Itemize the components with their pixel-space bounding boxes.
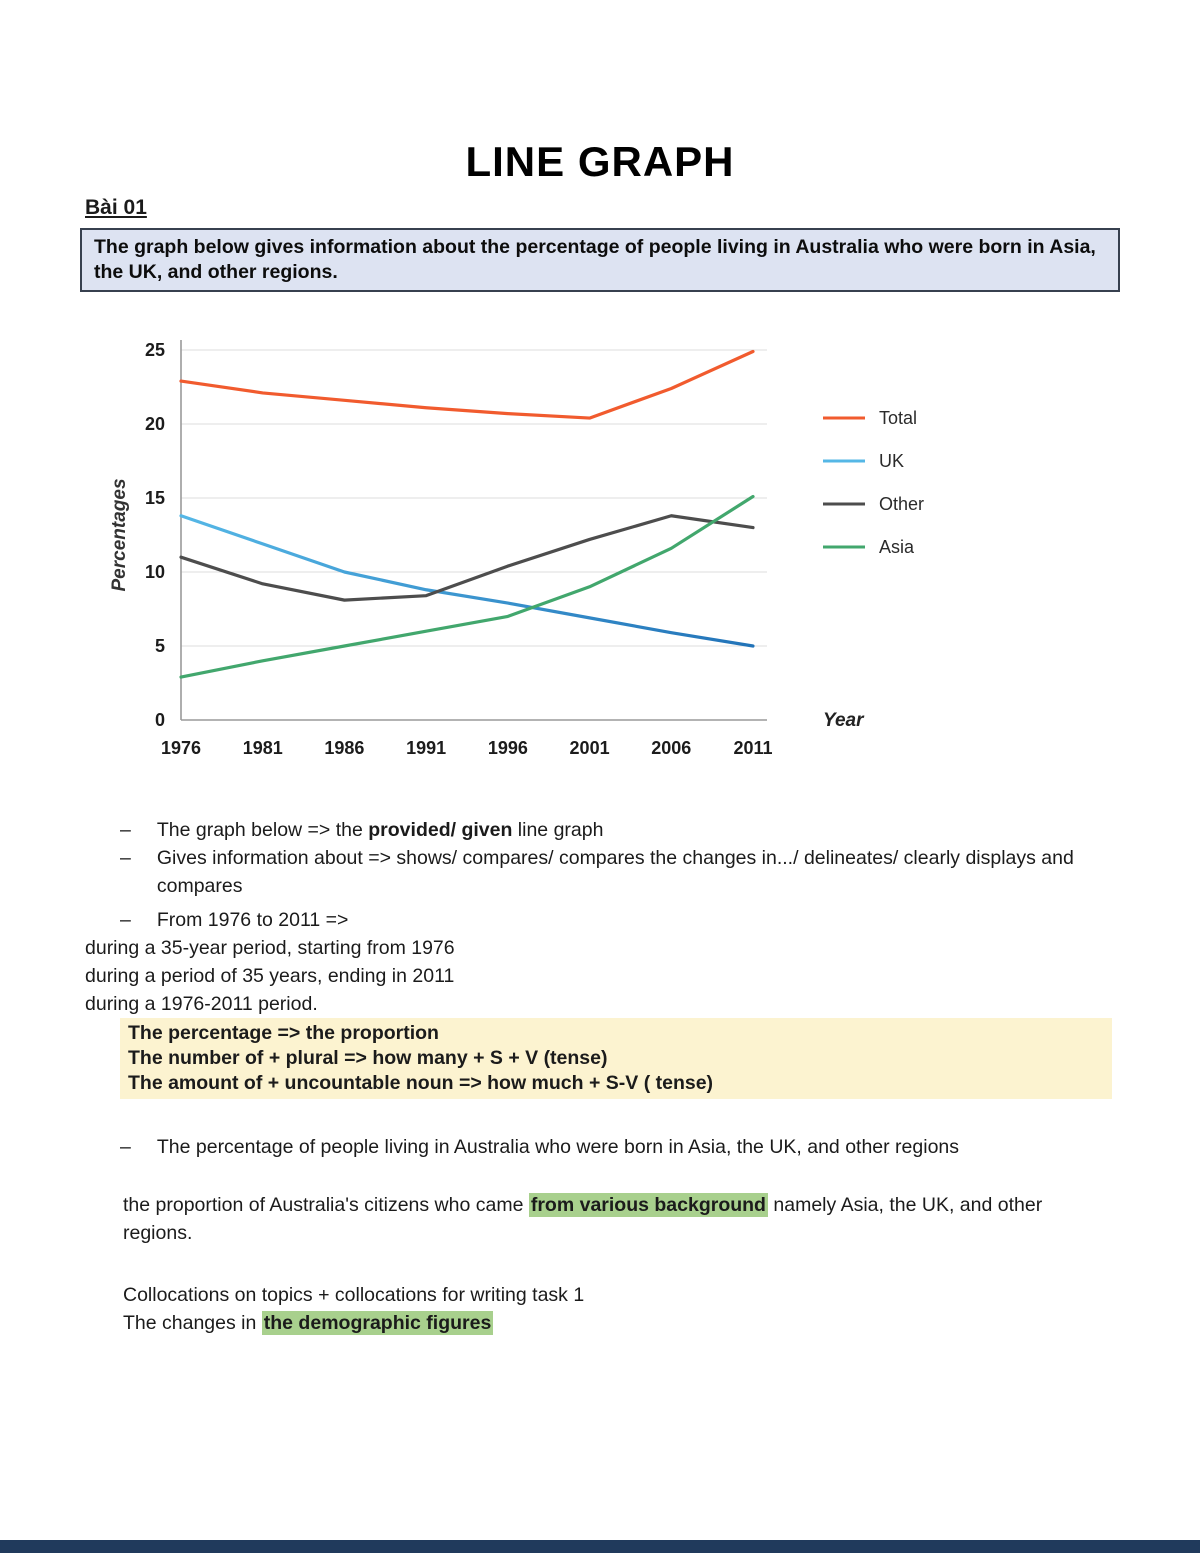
y-tick-label: 0	[155, 710, 165, 730]
series-line-total	[179, 349, 755, 420]
legend-label-total: Total	[879, 408, 917, 428]
task-prompt-text: The graph below gives information about …	[94, 236, 1096, 283]
y-tick-label: 10	[145, 562, 165, 582]
x-tick-label: 2011	[733, 738, 772, 758]
series-line-asia	[179, 494, 755, 679]
note-bullet-percentage-people: – The percentage of people living in Aus…	[120, 1133, 1115, 1161]
note-bullet-graph-below: – The graph below => the provided/ given…	[120, 816, 1115, 844]
y-tick-label: 15	[145, 488, 165, 508]
note-bullet-text: Gives information about => shows/ compar…	[157, 844, 1115, 900]
note-bullet-text: From 1976 to 2011 =>	[157, 906, 349, 934]
changes-line: The changes in the demographic figures	[123, 1309, 1115, 1337]
paraphrase-paragraph: the proportion of Australia's citizens w…	[123, 1191, 1115, 1247]
line-chart-svg: 0 5 10 15 20 25 1976 1981 1986 1991 1996 2001 2006 20…	[109, 340, 924, 758]
bullet-dash: –	[120, 819, 131, 841]
x-tick-label: 2006	[651, 738, 691, 758]
highlighted-phrase: from various background	[528, 1193, 768, 1217]
grammar-line-number-of: The number of + plural => how many + S +…	[128, 1047, 608, 1069]
task-prompt-box: The graph below gives information about …	[80, 228, 1120, 292]
x-tick-label: 1996	[488, 738, 528, 758]
note-bullet-text: The percentage of people living in Austr…	[157, 1133, 959, 1161]
legend-label-other: Other	[879, 494, 924, 514]
grammar-line-amount-of: The amount of + uncountable noun => how …	[128, 1072, 714, 1094]
during-line-1: during a 35-year period, starting from 1…	[85, 937, 455, 959]
legend-label-asia: Asia	[879, 537, 915, 557]
line-chart-figure: 0 5 10 15 20 25 1976 1981 1986 1991 1996 2001 2006 20…	[103, 322, 1008, 794]
highlighted-phrase: the demographic figures	[261, 1311, 494, 1335]
note-bullet-text: The graph below => the provided/ given l…	[157, 816, 604, 844]
y-axis-title: Percentages	[109, 478, 130, 591]
legend-label-uk: UK	[879, 451, 904, 471]
x-tick-label: 1976	[161, 738, 201, 758]
series-line-uk	[179, 514, 755, 648]
lesson-label: Bài 01	[85, 196, 147, 219]
text-run: The percentage of people living in Austr…	[156, 1136, 960, 1158]
text-run: the proportion of Australia's citizens w…	[123, 1194, 529, 1216]
text-run: namely Asia, the UK, and other regions.	[123, 1194, 1043, 1244]
x-tick-label: 2001	[570, 738, 610, 758]
grammar-highlight-box: The percentage => the proportion The num…	[120, 1018, 1112, 1099]
during-line-3: during a 1976-2011 period.	[85, 993, 318, 1015]
text-run: The changes in	[123, 1312, 262, 1334]
bullet-dash: –	[120, 847, 131, 869]
text-run: The graph below => the	[156, 819, 369, 841]
series-line-other	[179, 514, 755, 602]
text-run: From 1976 to 2011 =>	[156, 909, 349, 931]
collocations-line: Collocations on topics + collocations fo…	[123, 1284, 585, 1306]
during-line-2: during a period of 35 years, ending in 2…	[85, 965, 455, 987]
bullet-dash: –	[120, 909, 131, 931]
x-axis-title: Year	[823, 710, 865, 731]
bullet-dash: –	[120, 1136, 131, 1158]
footer-bar	[0, 1540, 1200, 1553]
x-tick-label: 1991	[406, 738, 446, 758]
grammar-line-percentage: The percentage => the proportion	[128, 1022, 439, 1044]
note-bullet-from-1976: – From 1976 to 2011 =>	[120, 906, 1115, 934]
y-tick-label: 25	[145, 340, 165, 360]
y-tick-label: 5	[155, 636, 165, 656]
x-tick-label: 1986	[324, 738, 364, 758]
page-title: LINE GRAPH	[465, 138, 735, 185]
text-run: line graph	[512, 819, 604, 841]
y-tick-label: 20	[145, 414, 165, 434]
text-run: Gives information about => shows/ compar…	[156, 847, 1074, 897]
note-bullet-gives-information: – Gives information about => shows/ comp…	[120, 844, 1115, 900]
text-run: provided/ given	[368, 819, 513, 841]
x-tick-label: 1981	[243, 738, 283, 758]
notes-section: – The graph below => the provided/ given…	[85, 816, 1115, 1337]
